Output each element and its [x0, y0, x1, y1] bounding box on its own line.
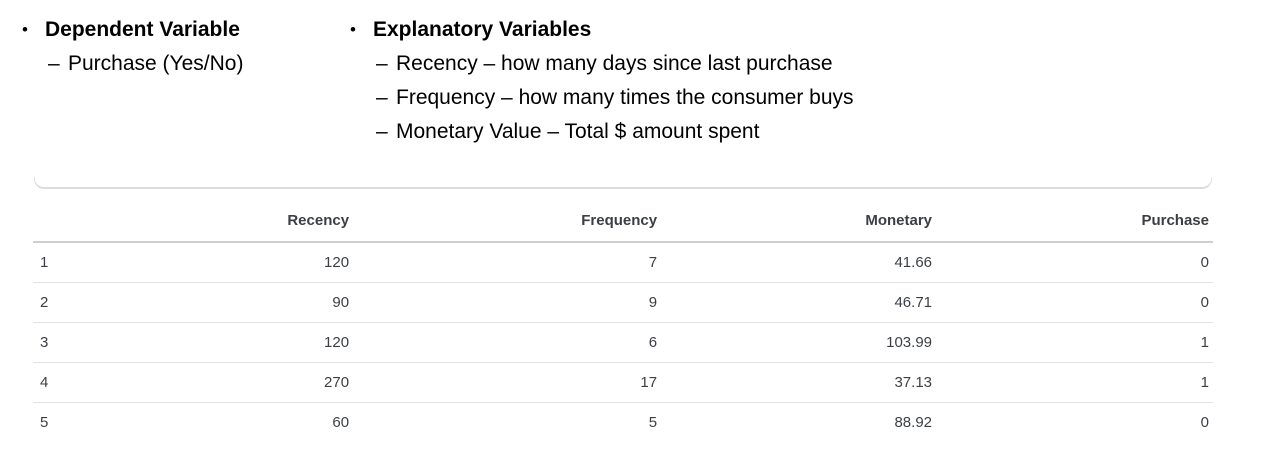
- bullet-line: • Dependent Variable: [22, 13, 243, 47]
- cell-frequency: 5: [648, 414, 658, 431]
- sub-bullet-text-purchase: Purchase (Yes/No): [68, 52, 244, 75]
- cell-recency: 120: [83, 242, 354, 283]
- cell-frequency: 6: [353, 322, 662, 363]
- sub-bullet-line: – Monetary Value – Total $ amount spent: [350, 115, 854, 149]
- cell-index: 2: [33, 282, 84, 323]
- column-header-monetary: Monetary: [661, 200, 937, 243]
- cell-monetary: 103.99: [661, 322, 937, 363]
- sub-bullet-text-frequency: Frequency – how many times the consumer …: [396, 86, 854, 109]
- sub-bullet-line: – Frequency – how many times the consume…: [350, 81, 854, 115]
- dash-icon: –: [376, 120, 388, 143]
- bullet-icon: •: [22, 20, 28, 39]
- cell-index: 1: [33, 242, 84, 283]
- dataframe-table: Recency Frequency Monetary Purchase 1 12…: [33, 200, 1213, 442]
- cell-index: 4: [33, 362, 84, 403]
- sub-bullet-line: – Recency – how many days since last pur…: [350, 47, 854, 81]
- output-card-bottom-edge: [34, 177, 1212, 189]
- cell-purchase: 1: [936, 322, 1213, 363]
- column-header-recency: Recency: [83, 200, 354, 243]
- sub-bullet-line: – Purchase (Yes/No): [22, 47, 243, 81]
- cell-monetary: 41.66: [661, 242, 937, 283]
- dash-icon: –: [376, 86, 388, 109]
- bullet-line: • Explanatory Variables: [350, 13, 854, 47]
- cell-monetary: 46.71: [661, 282, 937, 323]
- table-header: Recency Frequency Monetary Purchase: [33, 200, 1213, 243]
- sub-bullet-text-monetary: Monetary Value – Total $ amount spent: [396, 120, 760, 143]
- cell-purchase: 0: [936, 242, 1213, 283]
- cell-monetary: 37.13: [661, 362, 937, 403]
- table-row: 4 270 17 37.13 1: [33, 362, 1213, 403]
- cell-recency: 60: [332, 414, 350, 431]
- cell-recency: 120: [83, 322, 354, 363]
- table-row: 2 90 9 46.71 0: [33, 282, 1213, 323]
- table-body: 1 120 7 41.66 0 2 90 9 46.71 0 3 120 6 1…: [33, 242, 1213, 442]
- table-row: 3 120 6 103.99 1: [33, 322, 1213, 363]
- cell-recency: 270: [83, 362, 354, 403]
- cell-index: 3: [33, 322, 84, 363]
- table-row: 1 120 7 41.66 0: [33, 242, 1213, 283]
- table-header-row: Recency Frequency Monetary Purchase: [33, 200, 1213, 243]
- cell-frequency: 7: [353, 242, 662, 283]
- column-header-index: [33, 200, 84, 243]
- cell-purchase: 1: [936, 362, 1213, 403]
- column-header-purchase: Purchase: [936, 200, 1213, 243]
- table-row: 5 60 5 88.92 0: [33, 403, 1213, 443]
- cell-monetary: 88.92: [894, 414, 933, 431]
- bullet-icon: •: [350, 20, 356, 39]
- bullet-group-dependent-variable: • Dependent Variable – Purchase (Yes/No): [22, 13, 243, 81]
- bullet-title-dependent-variable: Dependent Variable: [45, 18, 240, 41]
- cell-purchase: 0: [936, 282, 1213, 323]
- dash-icon: –: [376, 52, 388, 75]
- bullet-group-explanatory-variables: • Explanatory Variables – Recency – how …: [350, 13, 854, 149]
- cell-recency: 90: [83, 282, 354, 323]
- cell-purchase: 0: [1200, 414, 1209, 431]
- cell-index: 5: [40, 414, 49, 431]
- dash-icon: –: [48, 52, 60, 75]
- bullet-title-explanatory-variables: Explanatory Variables: [373, 18, 592, 41]
- cell-frequency: 9: [353, 282, 662, 323]
- column-header-frequency: Frequency: [353, 200, 662, 243]
- sub-bullet-text-recency: Recency – how many days since last purch…: [396, 52, 833, 75]
- cell-frequency: 17: [353, 362, 662, 403]
